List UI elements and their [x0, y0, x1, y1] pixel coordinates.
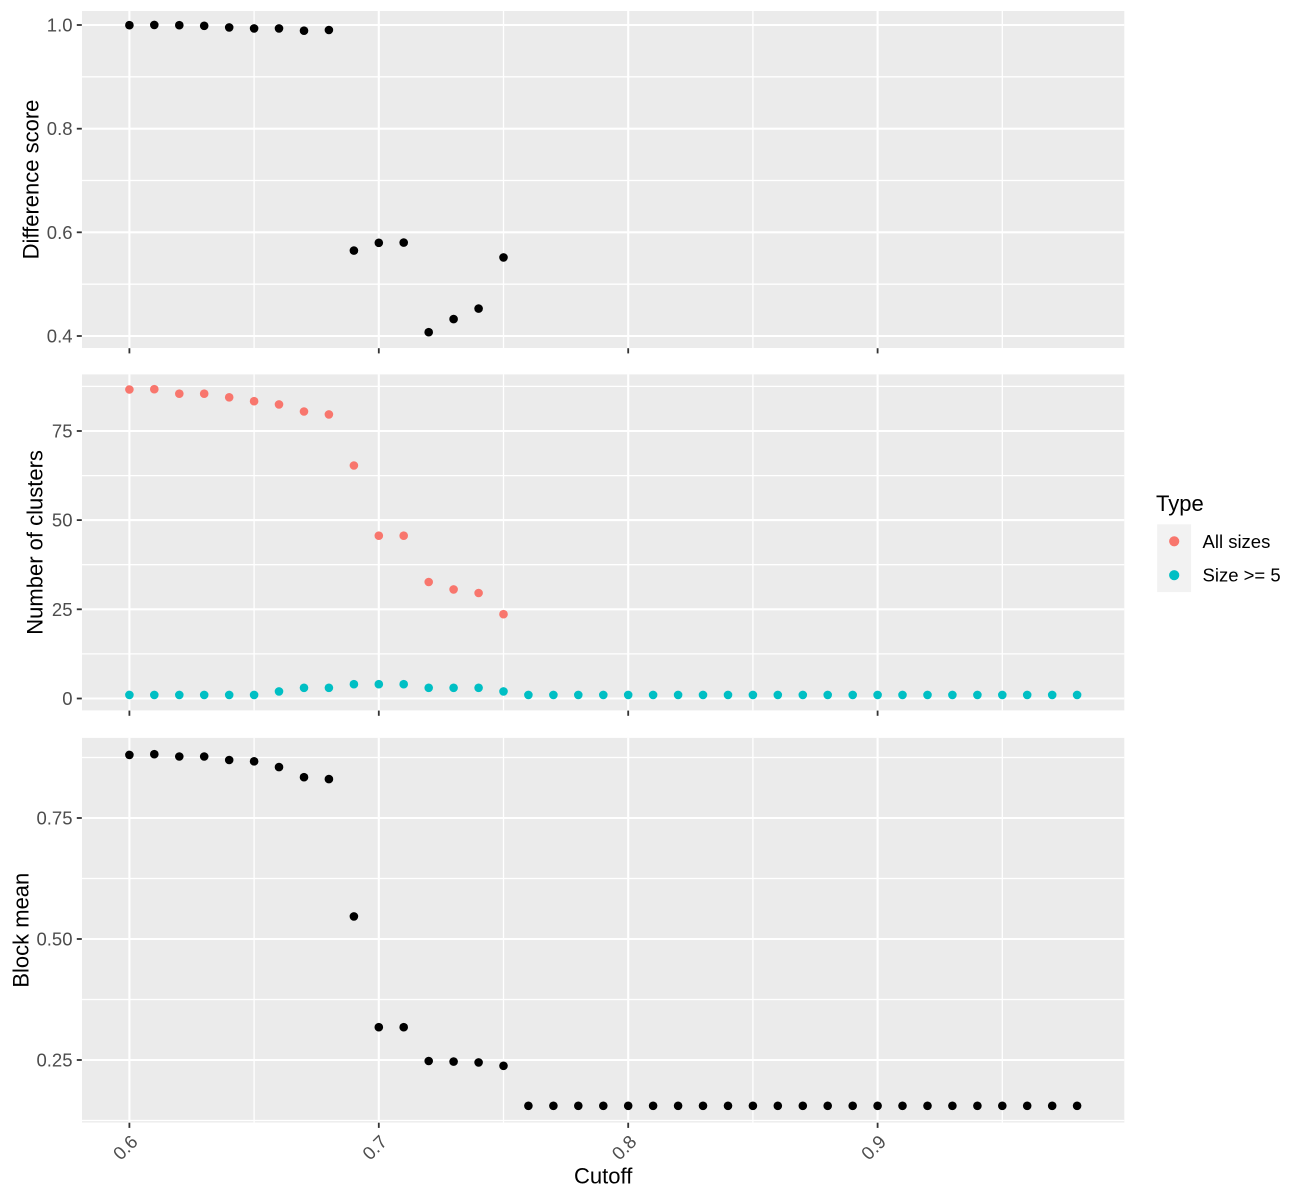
svg-text:Type: Type	[1156, 491, 1204, 516]
svg-text:Size >= 5: Size >= 5	[1203, 565, 1281, 586]
svg-text:0.75: 0.75	[36, 808, 72, 829]
svg-text:0: 0	[62, 688, 72, 709]
svg-text:0.4: 0.4	[47, 326, 73, 347]
svg-text:0.25: 0.25	[36, 1050, 72, 1071]
svg-text:75: 75	[52, 421, 73, 442]
svg-text:0.6: 0.6	[47, 222, 73, 243]
svg-text:Block mean: Block mean	[9, 873, 34, 988]
svg-text:50: 50	[52, 510, 73, 531]
svg-text:All sizes: All sizes	[1203, 531, 1271, 552]
svg-text:0.8: 0.8	[47, 118, 73, 139]
svg-text:Difference score: Difference score	[19, 100, 44, 260]
svg-text:Cutoff: Cutoff	[574, 1164, 633, 1189]
svg-text:1.0: 1.0	[47, 15, 73, 36]
svg-text:Number of clusters: Number of clusters	[23, 450, 48, 635]
svg-text:25: 25	[52, 599, 73, 620]
svg-text:0.50: 0.50	[36, 929, 72, 950]
